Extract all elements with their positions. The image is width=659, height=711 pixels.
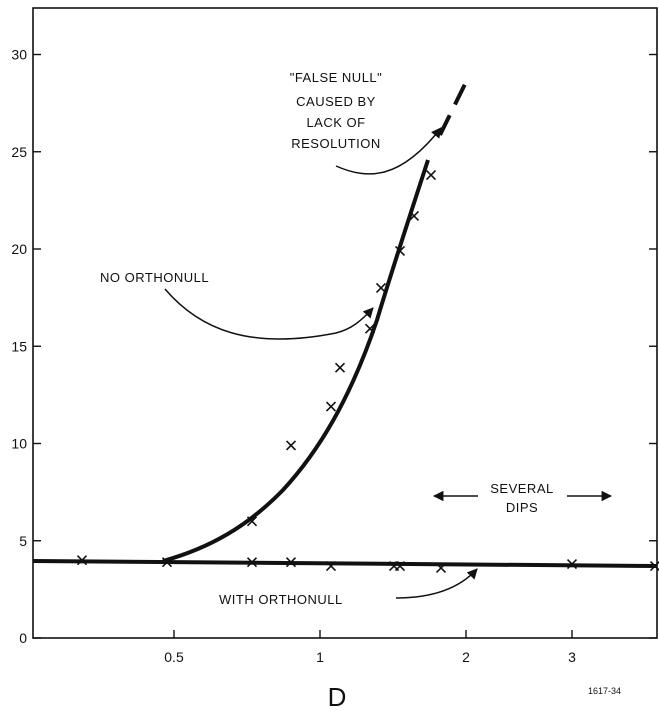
annotation-several-dips-line2: DIPS xyxy=(506,500,538,515)
point-marker-s1-2 xyxy=(246,557,258,568)
y-tick-label-0: 0 xyxy=(19,630,27,646)
y-tick-label-20: 20 xyxy=(11,241,27,257)
y-tick-label-30: 30 xyxy=(11,47,27,63)
annotation-false-null-line4: RESOLUTION xyxy=(291,136,381,151)
curve-with-orthonull xyxy=(32,559,658,568)
x-tick-label-2: 2 xyxy=(462,649,470,665)
no-orthonull-arrow xyxy=(164,288,374,340)
y-axis: 0 5 10 15 20 25 30 xyxy=(11,47,657,646)
annotation-no-orthonull: NO ORTHONULL xyxy=(100,270,209,285)
annotation-with-orthonull: WITH ORTHONULL xyxy=(219,592,343,607)
point-marker-s0-8 xyxy=(425,170,437,181)
point-marker-s0-6 xyxy=(394,245,406,257)
annotation-several-dips-line1: SEVERAL xyxy=(490,481,553,496)
point-marker-s1-1 xyxy=(161,557,173,568)
y-tick-label-15: 15 xyxy=(11,338,27,354)
annotation-false-null-line2: CAUSED BY xyxy=(296,94,376,109)
figure-id: 1617-34 xyxy=(588,686,621,696)
point-marker-s0-3 xyxy=(334,362,346,373)
curve-false-null-extension xyxy=(438,81,468,136)
false-null-arrow xyxy=(335,127,442,175)
point-marker-s1-8 xyxy=(566,559,578,570)
point-marker-s0-2 xyxy=(325,401,337,412)
with-orthonull-arrow xyxy=(395,568,478,599)
x-tick-label-0.5: 0.5 xyxy=(164,649,184,665)
point-marker-s0-0 xyxy=(246,516,258,527)
annotation-false-null-line1: "FALSE NULL" xyxy=(290,70,383,85)
point-marker-s1-4 xyxy=(325,560,337,572)
y-tick-label-5: 5 xyxy=(19,533,27,549)
point-marker-s1-6 xyxy=(394,560,406,572)
point-marker-s0-1 xyxy=(285,440,297,451)
point-marker-s1-7 xyxy=(435,562,447,574)
point-marker-s0-5 xyxy=(375,282,387,293)
point-marker-s0-4 xyxy=(364,323,376,334)
point-marker-s1-9 xyxy=(649,560,659,572)
point-marker-s1-3 xyxy=(285,557,297,568)
y-tick-label-10: 10 xyxy=(11,436,27,452)
x-tick-label-1: 1 xyxy=(316,649,324,665)
point-marker-s0-7 xyxy=(408,210,420,222)
x-axis-label: D xyxy=(328,682,347,711)
x-tick-label-3: 3 xyxy=(568,649,576,665)
annotation-false-null-line3: LACK OF xyxy=(306,115,365,130)
curve-no-orthonull xyxy=(162,159,430,563)
point-marker-s1-0 xyxy=(76,555,88,566)
plot-frame xyxy=(32,7,658,639)
x-axis: 0.5 1 2 3 xyxy=(164,630,576,665)
y-tick-label-25: 25 xyxy=(11,144,27,160)
data-points xyxy=(76,170,659,574)
